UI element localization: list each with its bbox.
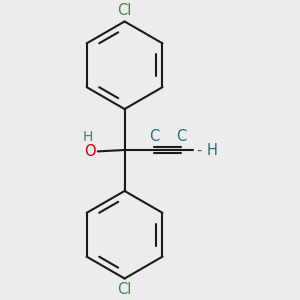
Text: H: H xyxy=(82,130,93,144)
Text: - H: - H xyxy=(196,142,218,158)
Text: O: O xyxy=(84,144,95,159)
Text: C: C xyxy=(176,129,186,144)
Text: Cl: Cl xyxy=(117,282,132,297)
Text: C: C xyxy=(149,129,159,144)
Text: Cl: Cl xyxy=(117,3,132,18)
